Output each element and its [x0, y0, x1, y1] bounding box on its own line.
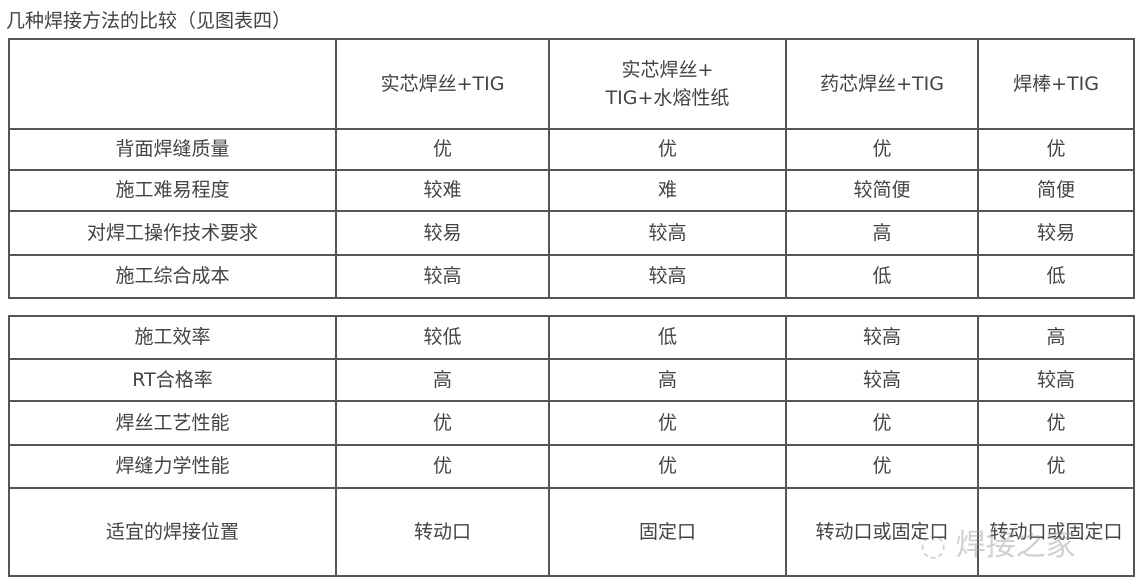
table-cell: 简便 — [977, 169, 1135, 212]
table-cell: 优 — [548, 400, 787, 446]
table-row: 施工难易程度 较难难较简便 简便 — [8, 169, 1135, 212]
table-cell: 优 — [977, 400, 1135, 446]
table-cell: 较简便 — [785, 169, 979, 212]
table-cell: 较难 — [335, 169, 550, 212]
row-label-cell: 焊丝工艺性能 — [8, 400, 337, 446]
table-row: 背面焊缝质量优优优优 — [8, 128, 1135, 171]
row-label-cell: 适宜的焊接位置 — [8, 487, 337, 577]
header-row: 实芯焊丝+TIG 实芯焊丝+ TIG+水熔性纸 药芯焊丝+TIG 焊棒+TIG — [8, 38, 1135, 130]
table-cell: 低 — [977, 254, 1135, 299]
table-cell: 优 — [977, 444, 1135, 489]
table-row: RT合格率高高较高 较高 — [8, 358, 1135, 402]
table-cell: 优 — [548, 444, 787, 489]
table-cell: 高 — [977, 315, 1135, 360]
table-cell: 实芯焊丝+TIG — [335, 38, 550, 130]
table-cell: 较易 — [335, 210, 550, 256]
table-cell: 高 — [785, 210, 979, 256]
row-label-cell: 焊缝力学性能 — [8, 444, 337, 489]
table-cell: 高 — [548, 358, 787, 402]
table-cell: 较高 — [785, 315, 979, 360]
table-cell: 转动口或固定口 — [785, 487, 979, 577]
table-cell: 低 — [785, 254, 979, 299]
table-cell: 优 — [785, 128, 979, 171]
table-cell: 难 — [548, 169, 787, 212]
table-cell: 优 — [335, 400, 550, 446]
table-cell: 优 — [785, 444, 979, 489]
table-cell: 优 — [335, 128, 550, 171]
table-cell: 实芯焊丝+ TIG+水熔性纸 — [548, 38, 787, 130]
document-title: 几种焊接方法的比较（见图表四） — [6, 10, 292, 32]
table-cell: 较高 — [785, 358, 979, 402]
table-row: 施工综合成本 较高 较高低低 — [8, 254, 1135, 299]
table-cell: 高 — [335, 358, 550, 402]
row-label-cell: 对焊工操作技术要求 — [8, 210, 337, 256]
table-cell: 转动口或固定口 — [977, 487, 1135, 577]
comparison-table-part-1: 实芯焊丝+TIG 实芯焊丝+ TIG+水熔性纸 药芯焊丝+TIG 焊棒+TIG 背面焊缝… — [8, 38, 1135, 299]
table-row: 焊缝力学性能优优优优 — [8, 444, 1135, 489]
table-cell: 较易 — [977, 210, 1135, 256]
table-cell: 较高 — [548, 210, 787, 256]
row-label-cell: 施工效率 — [8, 315, 337, 360]
table-row: 适宜的焊接位置 转动口 固定口 转动口或固定口 转动口或固定口 — [8, 487, 1135, 577]
row-label-cell: 背面焊缝质量 — [8, 128, 337, 171]
table-cell: 较高 — [335, 254, 550, 299]
table-row: 对焊工操作技术要求 较易 较高高较易 — [8, 210, 1135, 256]
table-cell: 焊棒+TIG — [977, 38, 1135, 130]
comparison-table-part-2: 施工效率 较低低较高高 RT合格率高高较高 较高 焊丝工艺性能优优优优焊缝力学性能优优优… — [8, 315, 1135, 577]
table-cell: 优 — [335, 444, 550, 489]
table-cell: 药芯焊丝+TIG — [785, 38, 979, 130]
table-cell: 低 — [548, 315, 787, 360]
row-label-cell: RT合格率 — [8, 358, 337, 402]
table-cell: 优 — [785, 400, 979, 446]
row-label-cell — [8, 38, 337, 130]
table-row: 焊丝工艺性能优优优优 — [8, 400, 1135, 446]
table-cell: 固定口 — [548, 487, 787, 577]
table-cell: 较高 — [977, 358, 1135, 402]
table-cell: 较低 — [335, 315, 550, 360]
table-cell: 优 — [548, 128, 787, 171]
row-label-cell: 施工综合成本 — [8, 254, 337, 299]
table-cell: 转动口 — [335, 487, 550, 577]
table-cell: 优 — [977, 128, 1135, 171]
table-row: 施工效率 较低低较高高 — [8, 315, 1135, 360]
table-cell: 较高 — [548, 254, 787, 299]
row-label-cell: 施工难易程度 — [8, 169, 337, 212]
